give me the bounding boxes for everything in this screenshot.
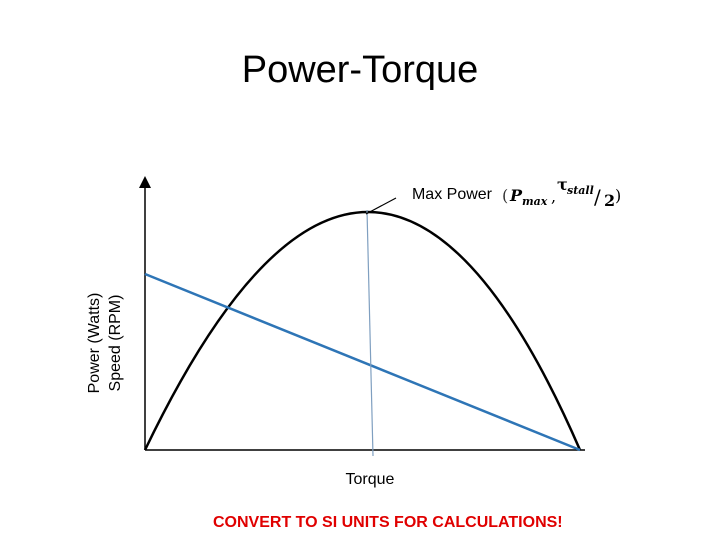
formula-part: stall (567, 184, 594, 197)
formula-part: τ (557, 175, 568, 194)
formula-part: 2 (604, 191, 615, 210)
formula-part: P (509, 186, 523, 205)
formula-part: ( (502, 186, 508, 205)
annotation-pointer (365, 197, 397, 215)
formula-part: ) (615, 186, 621, 205)
formula-part: , (551, 187, 556, 206)
max-power-marker (366, 209, 374, 457)
formula-part: max (522, 195, 548, 208)
y-axis-label: Power (Watts) (86, 293, 103, 394)
formula: ( P max , τ stall / 2 ) (502, 175, 621, 210)
title: Power-Torque (242, 49, 479, 91)
formula-part: / (594, 185, 601, 209)
footer-note: CONVERT TO SI UNITS FOR CALCULATIONS! (213, 514, 563, 531)
power-curve (143, 210, 582, 451)
y-axis-label: Speed (RPM) (107, 295, 124, 392)
x-axis-label: Torque (346, 471, 395, 488)
speed-line (144, 272, 581, 452)
annotation-label: Max Power (412, 186, 493, 203)
